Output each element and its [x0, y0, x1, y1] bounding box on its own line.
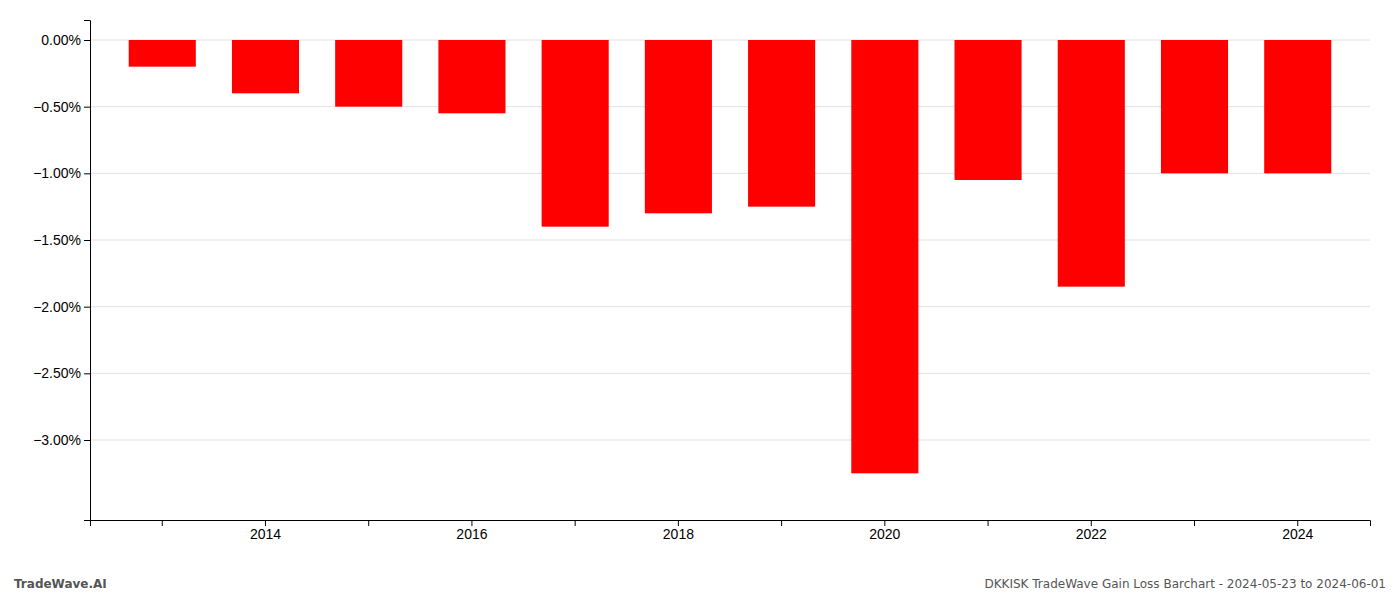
- y-tick-label: −0.50%: [33, 99, 81, 115]
- y-tick: −1.00%: [33, 165, 90, 181]
- x-tick-mark: [368, 520, 369, 526]
- y-tick-label: −2.00%: [33, 299, 81, 315]
- x-tick-label: 2018: [663, 526, 694, 542]
- x-tick: [575, 520, 576, 526]
- x-tick-mark: [575, 520, 576, 526]
- y-axis-line: [84, 21, 91, 521]
- grid-line: [90, 306, 1370, 307]
- y-tick-label: 0.00%: [41, 32, 81, 48]
- y-tick: −2.50%: [33, 365, 90, 381]
- bar: [129, 40, 196, 67]
- y-tick-label: −2.50%: [33, 365, 81, 381]
- bar: [335, 40, 402, 107]
- chart: 0.00% −0.50% −1.00% −1.50% −2.00% −2.50% −3.00…: [0, 0, 1400, 600]
- x-tick: [988, 520, 989, 526]
- x-tick-label: 2024: [1282, 526, 1313, 542]
- y-tick: −2.00%: [33, 299, 90, 315]
- x-tick: 2016: [456, 520, 487, 542]
- x-tick-label: 2014: [250, 526, 281, 542]
- y-tick-mark: [84, 173, 90, 174]
- x-tick-mark: [988, 520, 989, 526]
- y-tick-mark: [84, 40, 90, 41]
- x-tick-label: 2022: [1076, 526, 1107, 542]
- x-tick: [368, 520, 369, 526]
- x-axis-line: [91, 521, 1371, 527]
- y-tick-mark: [84, 107, 90, 108]
- y-tick-label: −1.50%: [33, 232, 81, 248]
- bars: [129, 40, 1332, 473]
- footer-right: DKKISK TradeWave Gain Loss Barchart - 20…: [984, 577, 1386, 591]
- x-tick-label: 2020: [869, 526, 900, 542]
- bar: [955, 40, 1022, 180]
- y-tick-mark: [84, 373, 90, 374]
- x-tick: 2024: [1282, 520, 1313, 542]
- y-tick-label: −1.00%: [33, 165, 81, 181]
- grid-line: [90, 240, 1370, 241]
- y-tick-mark: [84, 440, 90, 441]
- x-tick-mark: [1194, 520, 1195, 526]
- bar: [542, 40, 609, 227]
- x-tick: 2018: [663, 520, 694, 542]
- x-tick: 2020: [869, 520, 900, 542]
- grid: [90, 40, 1370, 440]
- x-tick: [162, 520, 163, 526]
- x-tick: [1194, 520, 1195, 526]
- x-tick-label: 2016: [456, 526, 487, 542]
- x-tick: [781, 520, 782, 526]
- x-tick: 2022: [1076, 520, 1107, 542]
- y-tick: −3.00%: [33, 432, 90, 448]
- bar: [438, 40, 505, 113]
- bar: [1058, 40, 1125, 287]
- y-tick-mark: [84, 307, 90, 308]
- x-axis: 2014 2016 2018 2020 2022 2024: [91, 520, 1371, 542]
- x-tick-mark: [781, 520, 782, 526]
- y-tick: −0.50%: [33, 99, 90, 115]
- y-axis: 0.00% −0.50% −1.00% −1.50% −2.00% −2.50% −3.00…: [33, 21, 90, 521]
- plot: 0.00% −0.50% −1.00% −1.50% −2.00% −2.50% −3.00…: [33, 21, 1370, 542]
- y-tick-label: −3.00%: [33, 432, 81, 448]
- bar: [851, 40, 918, 473]
- x-tick-mark: [162, 520, 163, 526]
- bar: [748, 40, 815, 207]
- bar: [232, 40, 299, 93]
- grid-line: [90, 373, 1370, 374]
- bar: [1161, 40, 1228, 173]
- bar: [1264, 40, 1331, 173]
- y-tick: 0.00%: [41, 32, 90, 48]
- x-tick: 2014: [250, 520, 281, 542]
- bar: [645, 40, 712, 213]
- grid-line: [90, 440, 1370, 441]
- y-tick-mark: [84, 240, 90, 241]
- footer-left: TradeWave.AI: [14, 577, 107, 591]
- y-tick: −1.50%: [33, 232, 90, 248]
